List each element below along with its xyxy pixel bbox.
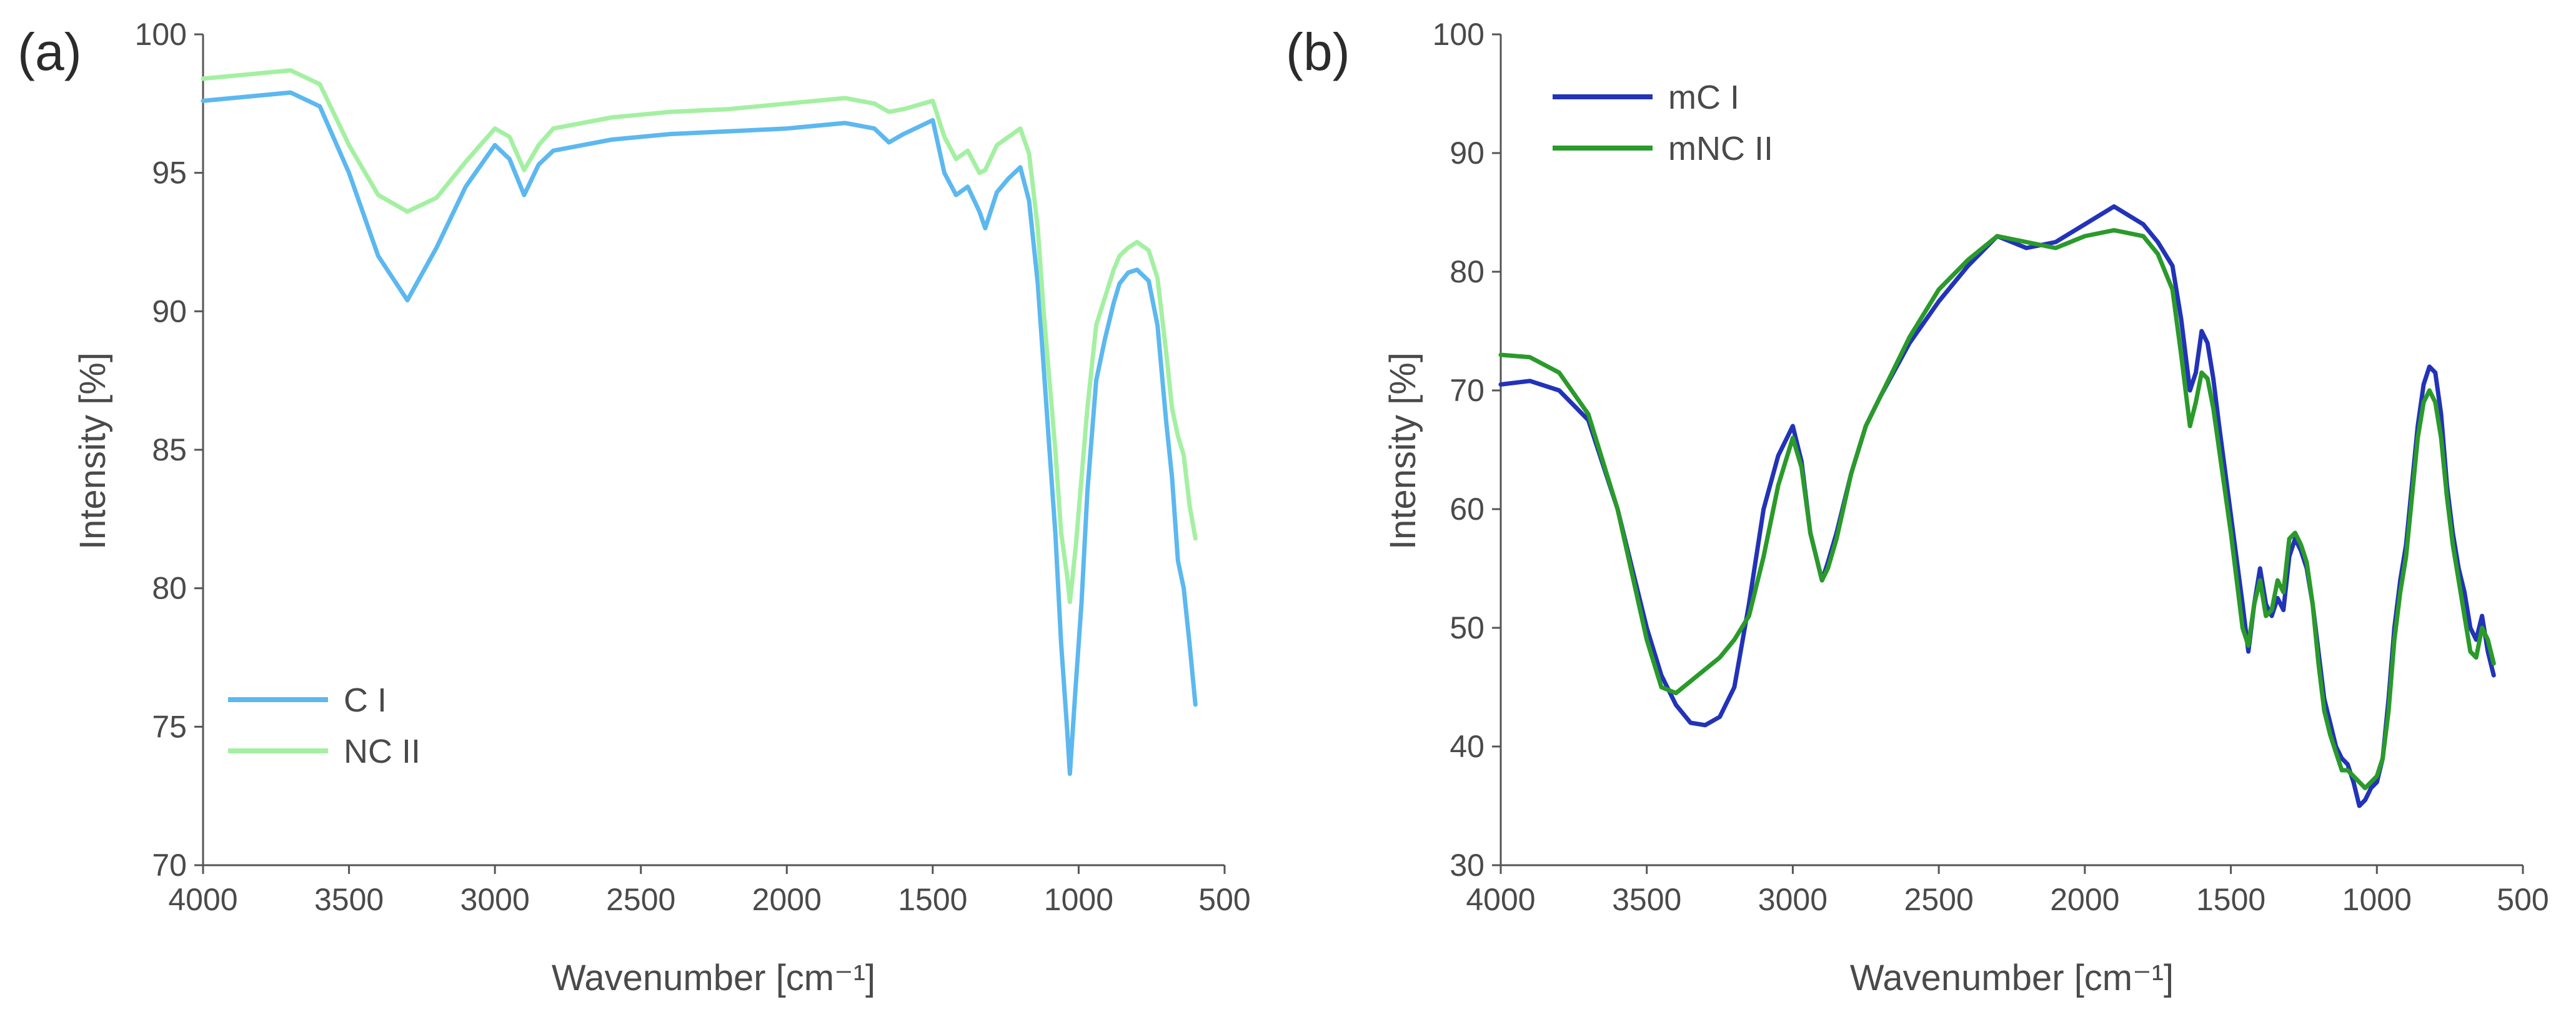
panel-a-x-tick-label: 2500	[606, 882, 675, 917]
panel-b-y-tick-label: 50	[1450, 610, 1484, 645]
panel-a-y-axis-title: Intensity [%]	[72, 352, 113, 550]
panel-b-x-tick-label: 500	[2497, 882, 2549, 917]
panel-b-x-tick-label: 2000	[2050, 882, 2119, 917]
panel-b-x-tick-label: 1000	[2342, 882, 2412, 917]
panel-b-y-tick-label: 70	[1450, 373, 1484, 408]
panel-a-y-tick-label: 95	[152, 156, 187, 191]
panel-a-x-axis-title: Wavenumber [cm⁻¹]	[552, 958, 875, 998]
panel-a-series-c-i	[201, 90, 1198, 776]
panel-a-y-tick-label: 80	[152, 571, 187, 606]
panel-b-y-tick-label: 30	[1450, 848, 1484, 883]
panel-a-y-tick-label: 85	[152, 432, 187, 467]
panel-b-x-tick-label: 1500	[2196, 882, 2265, 917]
panel-b-x-tick-label: 3500	[1612, 882, 1681, 917]
panel-b-y-tick-label: 40	[1450, 729, 1484, 764]
panel-a-series-nc-ii	[201, 68, 1198, 605]
panel-b-x-tick-label: 3000	[1758, 882, 1828, 917]
panel-a-y-tick-label: 70	[152, 848, 187, 883]
panel-a-plot-area: 70 75 80 85 90 95 100 4000 3500 3000 2500 2000 1500 1…	[135, 17, 1251, 917]
panel-b-y-axis-title: Intensity [%]	[1383, 352, 1423, 550]
panel-b-legend-label-mnc-ii: mNC II	[1668, 130, 1773, 167]
panel-a-legend-label-c-i: C I	[344, 682, 387, 719]
panel-a-y-tick-label: 90	[152, 294, 187, 329]
panel-a-x-tick-label: 2000	[752, 882, 822, 917]
panel-b-y-tick-label: 90	[1450, 136, 1484, 171]
panel-a-legend-label-nc-ii: NC II	[344, 733, 420, 770]
panel-b-plot-area: 30 40 50 60 70 80 90 100 4000 3500 3000 2500 2000 150…	[1433, 17, 2549, 917]
panel-a-x-tick-label: 1000	[1044, 882, 1113, 917]
panel-b-x-tick-label: 4000	[1466, 882, 1535, 917]
panel-a-x-tick-label: 3000	[460, 882, 530, 917]
panel-b-x-axis-title: Wavenumber [cm⁻¹]	[1850, 958, 2174, 998]
panel-b-label: (b)	[1286, 22, 1350, 81]
panel-b-series-mnc-ii	[1498, 228, 2496, 790]
panel-b-y-tick-label: 80	[1450, 254, 1484, 289]
panel-b-y-tick-label: 100	[1433, 17, 1484, 52]
panel-a-x-tick-label: 4000	[168, 882, 237, 917]
panel-b-legend-label-mc-i: mC I	[1668, 79, 1739, 116]
panel-b-x-tick-label: 2500	[1904, 882, 1974, 917]
panel-a-y-tick-label: 100	[135, 17, 187, 52]
panel-a-x-tick-label: 1500	[898, 882, 967, 917]
panel-a: (a) 70 75 80 85 90 95 100 4000 3500 3000 2500 2000 1…	[17, 17, 1251, 998]
panel-a-y-tick-label: 75	[152, 709, 187, 744]
panel-b: (b) 30 40 50 60 70 80 90 100 4000 3500 3000 2500 200…	[1286, 17, 2549, 998]
panel-b-y-tick-label: 60	[1450, 492, 1484, 527]
panel-a-x-tick-label: 500	[1198, 882, 1250, 917]
panel-a-label: (a)	[17, 22, 82, 81]
panel-a-x-tick-label: 3500	[314, 882, 384, 917]
